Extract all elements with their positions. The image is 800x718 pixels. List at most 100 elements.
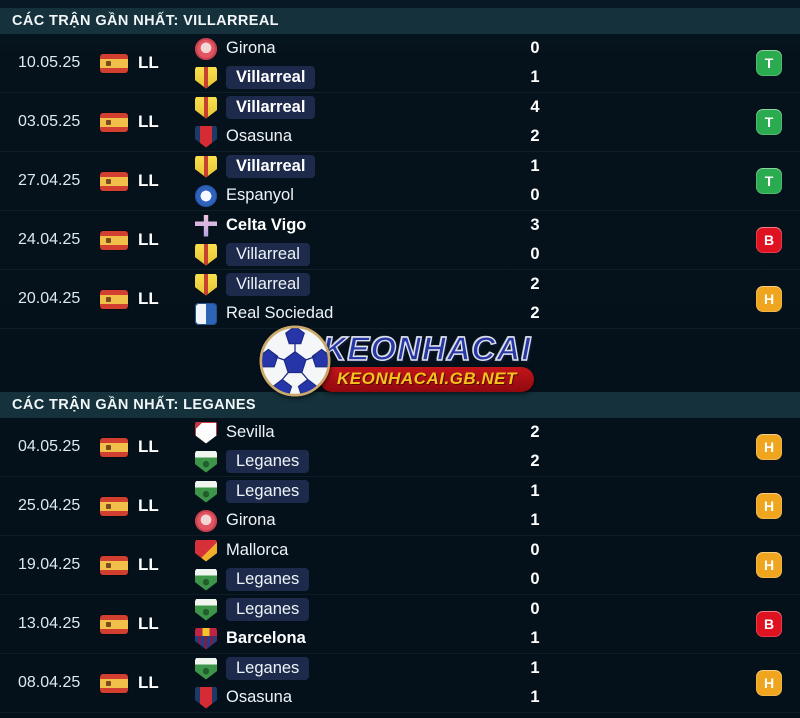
match-date: 04.05.25 — [18, 438, 81, 455]
away-team-line: Espanyol — [195, 181, 520, 210]
team-name[interactable]: Villarreal — [226, 243, 310, 266]
team-name[interactable]: Girona — [226, 39, 276, 57]
match-row[interactable]: 10.05.25 LL Girona Villarreal 0 1 T — [0, 34, 800, 93]
away-score: 1 — [530, 629, 540, 647]
team-name[interactable]: Celta Vigo — [226, 216, 307, 234]
girona-logo — [195, 37, 217, 60]
home-score: 1 — [530, 157, 540, 175]
spain-flag-icon — [100, 171, 128, 191]
result-badge: B — [756, 227, 782, 253]
match-date: 03.05.25 — [18, 113, 81, 130]
league-label: LL — [138, 614, 159, 633]
team-name[interactable]: Leganes — [226, 450, 310, 473]
villarreal-logo — [195, 243, 217, 266]
match-row[interactable]: 08.04.25 LL Leganes Osasuna 1 1 H — [0, 654, 800, 713]
team-name[interactable]: Villarreal — [226, 96, 316, 119]
spain-flag-icon — [100, 112, 128, 132]
scores-cell: 0 0 — [520, 536, 550, 594]
away-team-line: Osasuna — [195, 683, 520, 712]
teams-cell: Leganes Barcelona — [195, 595, 520, 653]
espanyol-logo — [195, 184, 217, 207]
team-name[interactable]: Leganes — [226, 480, 310, 503]
league-label: LL — [138, 496, 159, 515]
league-label: LL — [138, 112, 159, 131]
match-row[interactable]: 19.04.25 LL Mallorca Leganes 0 0 H — [0, 536, 800, 595]
scores-cell: 4 2 — [520, 93, 550, 151]
team-name[interactable]: Girona — [226, 511, 276, 529]
away-team-line: Real Sociedad — [195, 299, 520, 328]
spain-flag-icon — [100, 555, 128, 575]
leganes-logo — [195, 480, 217, 503]
home-score: 2 — [530, 423, 540, 441]
match-row[interactable]: 03.05.25 LL Villarreal Osasuna 4 2 T — [0, 93, 800, 152]
barcelona-logo — [195, 627, 217, 650]
match-row[interactable]: 25.04.25 LL Leganes Girona 1 1 H — [0, 477, 800, 536]
keonhacai-watermark: KEONHACAI KEONHACAI.GB.NET — [258, 324, 534, 398]
away-score: 0 — [530, 570, 540, 588]
away-team-line: Osasuna — [195, 122, 520, 151]
watermark-site-banner: KEONHACAI.GB.NET — [320, 367, 534, 392]
scores-cell: 1 0 — [520, 152, 550, 210]
home-score: 1 — [530, 659, 540, 677]
teams-cell: Villarreal Espanyol — [195, 152, 520, 210]
spain-flag-icon — [100, 614, 128, 634]
league-label: LL — [138, 289, 159, 308]
spain-flag-icon — [100, 289, 128, 309]
teams-cell: Villarreal Osasuna — [195, 93, 520, 151]
home-score: 0 — [530, 600, 540, 618]
result-badge: B — [756, 611, 782, 637]
result-badge: H — [756, 670, 782, 696]
spain-flag-icon — [100, 230, 128, 250]
villarreal-logo — [195, 273, 217, 296]
team-name[interactable]: Real Sociedad — [226, 304, 334, 322]
match-date: 25.04.25 — [18, 497, 81, 514]
result-badge: H — [756, 493, 782, 519]
home-score: 1 — [530, 482, 540, 500]
match-date: 08.04.25 — [18, 674, 81, 691]
result-badge: H — [756, 286, 782, 312]
team-name[interactable]: Mallorca — [226, 541, 289, 559]
team-name[interactable]: Leganes — [226, 598, 310, 621]
team-name[interactable]: Villarreal — [226, 66, 316, 89]
home-team-line: Mallorca — [195, 536, 520, 565]
team-name[interactable]: Espanyol — [226, 186, 294, 204]
away-score: 0 — [530, 186, 540, 204]
match-date: 13.04.25 — [18, 615, 81, 632]
result-badge: T — [756, 50, 782, 76]
badge-cell: T — [738, 168, 800, 194]
result-badge: T — [756, 168, 782, 194]
match-row[interactable]: 04.05.25 LL Sevilla Leganes 2 2 H — [0, 418, 800, 477]
match-date: 27.04.25 — [18, 172, 81, 189]
osasuna-logo — [195, 125, 217, 148]
away-score: 1 — [530, 688, 540, 706]
leganes-logo — [195, 657, 217, 680]
away-team-line: Barcelona — [195, 624, 520, 653]
league-cell: LL — [100, 112, 195, 132]
girona-logo — [195, 509, 217, 532]
team-name[interactable]: Osasuna — [226, 688, 293, 706]
spain-flag-icon — [100, 53, 128, 73]
team-name[interactable]: Leganes — [226, 657, 310, 680]
match-row[interactable]: 24.04.25 LL Celta Vigo Villarreal 3 0 B — [0, 211, 800, 270]
team-name[interactable]: Sevilla — [226, 423, 275, 441]
badge-cell: H — [738, 286, 800, 312]
scores-cell: 1 1 — [520, 654, 550, 712]
team-name[interactable]: Leganes — [226, 568, 310, 591]
match-row[interactable]: 13.04.25 LL Leganes Barcelona 0 1 B — [0, 595, 800, 654]
home-team-line: Leganes — [195, 654, 520, 683]
home-team-line: Sevilla — [195, 418, 520, 447]
team-name[interactable]: Villarreal — [226, 155, 316, 178]
match-row[interactable]: 20.04.25 LL Villarreal Real Sociedad 2 2… — [0, 270, 800, 329]
team-name[interactable]: Villarreal — [226, 273, 310, 296]
match-row[interactable]: 27.04.25 LL Villarreal Espanyol 1 0 T — [0, 152, 800, 211]
away-score: 2 — [530, 304, 540, 322]
leganes-logo — [195, 598, 217, 621]
team-name[interactable]: Barcelona — [226, 629, 306, 647]
section-header-leganes: CÁC TRẬN GẦN NHẤT: LEGANES — [0, 392, 800, 418]
team-name[interactable]: Osasuna — [226, 127, 293, 145]
osasuna-logo — [195, 686, 217, 709]
mallorca-logo — [195, 539, 217, 562]
league-cell: LL — [100, 673, 195, 693]
badge-cell: T — [738, 109, 800, 135]
